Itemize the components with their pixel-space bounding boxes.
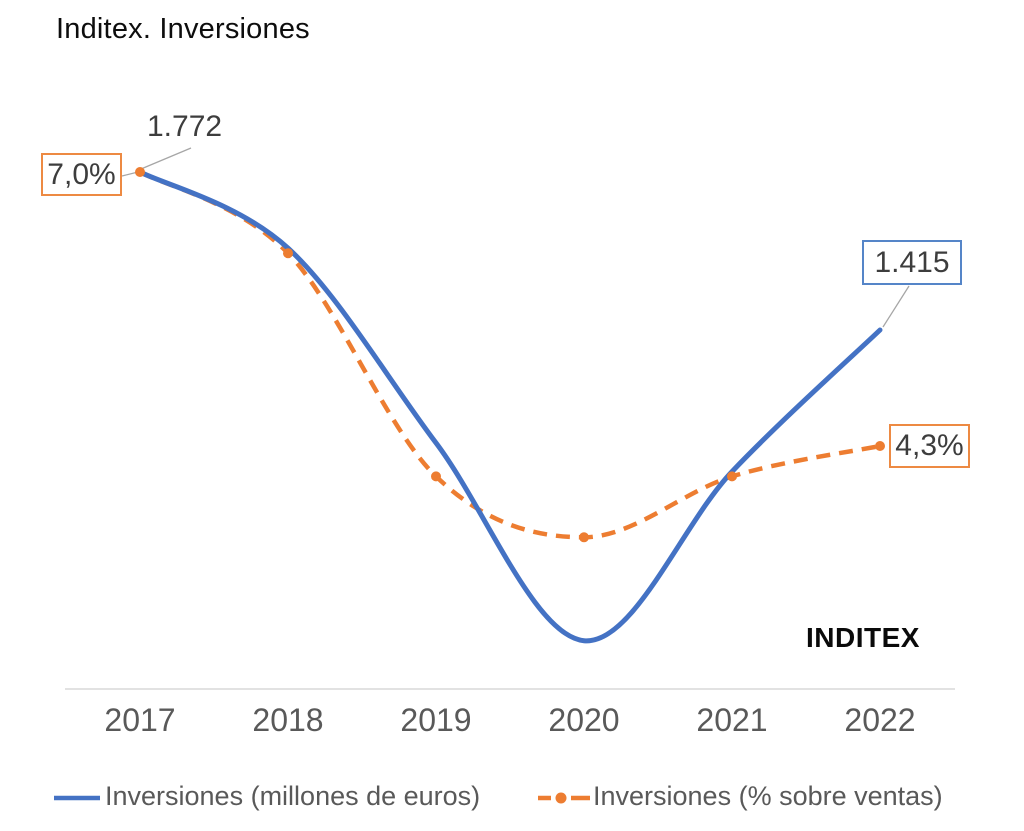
x-tick-label: 2019 xyxy=(400,702,472,738)
x-tick-label: 2022 xyxy=(844,702,916,738)
legend-item-millions: Inversiones (millones de euros) xyxy=(52,781,480,812)
x-tick-label: 2021 xyxy=(696,702,768,738)
percent-series-marker xyxy=(579,532,589,543)
chart-title: Inditex. Inversiones xyxy=(56,13,310,45)
data-label-end-pct: 4,3% xyxy=(889,424,970,468)
leader-line-start-value xyxy=(140,147,192,170)
percent-series-marker xyxy=(135,167,145,177)
dashed-line-swatch-icon xyxy=(538,792,590,803)
percent-series-marker xyxy=(875,441,885,451)
percent-series-marker xyxy=(727,471,737,482)
millions-series-line xyxy=(137,169,883,644)
percent-series-marker xyxy=(283,248,293,259)
legend-label-millions: Inversiones (millones de euros) xyxy=(105,781,481,811)
legend-label-percent: Inversiones (% sobre ventas) xyxy=(593,781,943,811)
data-label-start-value: 1.772 xyxy=(147,110,223,143)
percent-series-line xyxy=(138,170,881,540)
percent-series-markers xyxy=(135,167,885,543)
solid-line-swatch-icon xyxy=(54,795,100,800)
x-tick-label: 2020 xyxy=(548,702,620,738)
legend-item-percent: Inversiones (% sobre ventas) xyxy=(538,781,943,812)
x-axis-tick-labels: 2017 2018 2019 2020 2021 2022 xyxy=(0,702,1024,742)
leader-line-end-value xyxy=(882,285,910,328)
percent-series-marker xyxy=(431,471,441,482)
data-label-start-pct: 7,0% xyxy=(41,153,122,196)
data-label-end-value: 1.415 xyxy=(862,240,962,285)
inditex-logo: INDITEX xyxy=(806,622,920,653)
x-tick-label: 2017 xyxy=(104,702,176,738)
x-tick-label: 2018 xyxy=(252,702,324,738)
